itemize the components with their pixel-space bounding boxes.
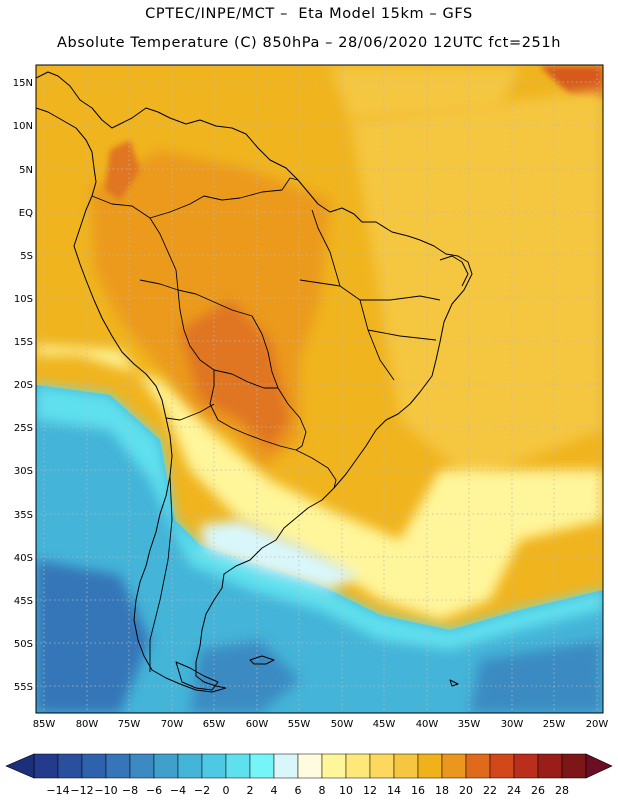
color-scale-label: 8 — [319, 784, 326, 797]
lat-label: 20S — [14, 380, 33, 391]
lat-label: 5S — [20, 251, 33, 262]
color-scale-box — [441, 753, 467, 779]
lat-label: 5N — [19, 165, 33, 176]
lat-label: 55S — [14, 682, 33, 693]
lat-label: 35S — [14, 510, 33, 521]
color-scale-label: 2 — [247, 784, 254, 797]
color-scale-boxes — [33, 753, 587, 779]
lat-label: 15N — [13, 78, 33, 89]
longitude-labels: 85W 80W 75W 70W 65W 60W 55W 50W 45W 40W … — [33, 719, 609, 730]
color-scale-box — [345, 753, 371, 779]
lat-label: 45S — [14, 596, 33, 607]
lon-label: 65W — [203, 719, 226, 730]
color-scale-label: −12 — [70, 784, 93, 797]
color-scale-label: 20 — [459, 784, 473, 797]
lat-label: 15S — [14, 337, 33, 348]
color-scale-box — [105, 753, 131, 779]
lon-label: 45W — [373, 719, 396, 730]
color-scale-label: −14 — [46, 784, 69, 797]
lon-label: 50W — [331, 719, 354, 730]
color-scale-box — [177, 753, 203, 779]
color-scale-box — [153, 753, 179, 779]
color-scale-box — [201, 753, 227, 779]
color-scale-box — [225, 753, 251, 779]
color-scale-bar: −14 −12 −10 −8 −6 −4 −2 0 2 4 6 8 10 12 14 16 18 20 22 24 26… — [5, 753, 613, 797]
coastlines — [36, 71, 473, 693]
color-scale-box — [417, 753, 443, 779]
color-scale-label: −10 — [94, 784, 117, 797]
color-scale-labels: −14 −12 −10 −8 −6 −4 −2 0 2 4 6 8 10 12 14 16 18 20 22 24 26… — [46, 784, 569, 797]
lon-label: 35W — [458, 719, 481, 730]
temperature-field — [36, 65, 603, 713]
color-scale-label: −2 — [194, 784, 210, 797]
color-scale-box — [129, 753, 155, 779]
lon-label: 75W — [118, 719, 141, 730]
color-scale-box — [513, 753, 539, 779]
color-scale-label: 10 — [339, 784, 353, 797]
color-scale-box — [393, 753, 419, 779]
color-scale-label: 14 — [387, 784, 401, 797]
color-scale-label: 4 — [271, 784, 278, 797]
color-scale-label: −6 — [146, 784, 162, 797]
color-scale-box — [81, 753, 107, 779]
lat-label: 25S — [14, 423, 33, 434]
color-scale-label: 18 — [435, 784, 449, 797]
lat-label: 10S — [14, 294, 33, 305]
lon-label: 60W — [246, 719, 269, 730]
lon-label: 20W — [586, 719, 609, 730]
color-scale-box — [465, 753, 491, 779]
color-scale-label: 6 — [295, 784, 302, 797]
color-scale-label: 0 — [223, 784, 230, 797]
lon-label: 25W — [543, 719, 566, 730]
lat-label: 40S — [14, 553, 33, 564]
color-scale-label: 28 — [555, 784, 569, 797]
lat-label: EQ — [19, 208, 33, 219]
lon-label: 30W — [501, 719, 524, 730]
color-scale-box — [297, 753, 323, 779]
color-scale-label: 22 — [483, 784, 497, 797]
color-scale-label: −4 — [170, 784, 186, 797]
color-scale-box — [249, 753, 275, 779]
lon-label: 55W — [288, 719, 311, 730]
lat-lon-grid — [36, 65, 603, 713]
lat-label: 50S — [14, 639, 33, 650]
color-scale-box — [489, 753, 515, 779]
country-borders — [91, 177, 441, 672]
title-line-1: CPTEC/INPE/MCT – Eta Model 15km – GFS — [145, 6, 473, 22]
lon-label: 80W — [76, 719, 99, 730]
color-scale-box — [537, 753, 563, 779]
color-scale-label: 12 — [363, 784, 377, 797]
lat-label: 10N — [13, 121, 33, 132]
lon-label: 70W — [161, 719, 184, 730]
color-scale-label: −8 — [122, 784, 138, 797]
lon-label: 85W — [33, 719, 56, 730]
colorbar-right-arrow — [585, 753, 613, 779]
lat-label: 30S — [14, 466, 33, 477]
lon-label: 40W — [416, 719, 439, 730]
color-scale-label: 24 — [507, 784, 521, 797]
color-scale-box — [273, 753, 299, 779]
colorbar-left-arrow — [5, 753, 35, 779]
color-scale-box — [321, 753, 347, 779]
temperature-map: 15N 10N 5N EQ 5S 10S 15S 20S 25S 30S 35S… — [13, 64, 609, 730]
color-scale-box — [369, 753, 395, 779]
color-scale-box — [33, 753, 59, 779]
title-line-2: Absolute Temperature (C) 850hPa – 28/06/… — [57, 35, 561, 51]
latitude-labels: 15N 10N 5N EQ 5S 10S 15S 20S 25S 30S 35S… — [13, 78, 33, 693]
color-scale-label: 26 — [531, 784, 545, 797]
map-frame — [35, 64, 604, 714]
color-scale-label: 16 — [411, 784, 425, 797]
color-scale-box — [57, 753, 83, 779]
color-scale-box — [561, 753, 587, 779]
